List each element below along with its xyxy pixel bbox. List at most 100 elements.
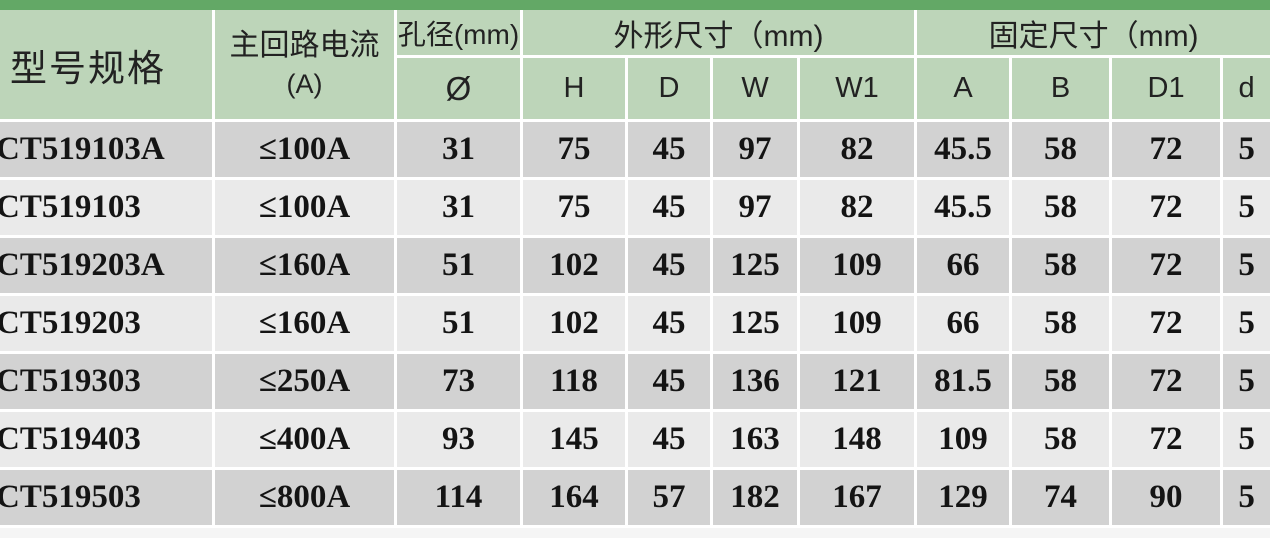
- value-cell: 58: [1012, 122, 1113, 180]
- value-cell: 167: [800, 470, 918, 528]
- spec-table-body: CT519103A ≤100A 31 75 45 97 82 45.5 58 72 5 CT51910…: [0, 122, 1270, 528]
- table-row: CT519303 ≤250A 73 118 45 136 121 81.5 58 72 5: [0, 354, 1270, 412]
- table-row: CT519203A ≤160A 51 102 45 125 109 66 58 72 5: [0, 238, 1270, 296]
- value-cell: 109: [800, 238, 918, 296]
- value-cell: 97: [713, 180, 800, 238]
- value-cell: 136: [713, 354, 800, 412]
- value-cell: 145: [523, 412, 628, 470]
- top-green-bar: [0, 0, 1270, 10]
- value-cell: 58: [1012, 180, 1113, 238]
- bottom-strip: [0, 528, 1270, 538]
- header-diameter-symbol: Ø: [397, 58, 523, 122]
- value-cell: 129: [917, 470, 1013, 528]
- value-cell: 82: [800, 180, 918, 238]
- value-cell: 163: [713, 412, 800, 470]
- model-cell: CT519403: [0, 412, 215, 470]
- value-cell: 58: [1012, 296, 1113, 354]
- model-cell: CT519303: [0, 354, 215, 412]
- value-cell: 109: [800, 296, 918, 354]
- value-cell: 81.5: [917, 354, 1013, 412]
- value-cell: 5: [1223, 180, 1270, 238]
- value-cell: 125: [713, 238, 800, 296]
- value-cell: 45: [628, 412, 713, 470]
- header-col-A: A: [917, 58, 1013, 122]
- header-col-B: B: [1012, 58, 1113, 122]
- value-cell: 72: [1112, 412, 1224, 470]
- value-cell: 125: [713, 296, 800, 354]
- value-cell: 31: [397, 180, 523, 238]
- value-cell: 45.5: [917, 122, 1013, 180]
- value-cell: 66: [917, 296, 1013, 354]
- header-model-column: 型号规格: [0, 10, 215, 122]
- value-cell: 45: [628, 296, 713, 354]
- header-col-D: D: [628, 58, 713, 122]
- value-cell: 148: [800, 412, 918, 470]
- table-row: CT519203 ≤160A 51 102 45 125 109 66 58 72 5: [0, 296, 1270, 354]
- header-current-line1: 主回路电流: [229, 29, 380, 62]
- value-cell: 93: [397, 412, 523, 470]
- current-cell: ≤800A: [215, 470, 397, 528]
- table-row: CT519103 ≤100A 31 75 45 97 82 45.5 58 72 5: [0, 180, 1270, 238]
- value-cell: 31: [397, 122, 523, 180]
- value-cell: 72: [1112, 238, 1224, 296]
- current-cell: ≤160A: [215, 296, 397, 354]
- value-cell: 75: [523, 180, 628, 238]
- current-cell: ≤250A: [215, 354, 397, 412]
- value-cell: 5: [1223, 238, 1270, 296]
- model-cell: CT519103A: [0, 122, 215, 180]
- value-cell: 74: [1012, 470, 1113, 528]
- value-cell: 57: [628, 470, 713, 528]
- value-cell: 58: [1012, 354, 1113, 412]
- value-cell: 118: [523, 354, 628, 412]
- model-cell: CT519503: [0, 470, 215, 528]
- value-cell: 45: [628, 122, 713, 180]
- value-cell: 5: [1223, 354, 1270, 412]
- value-cell: 45.5: [917, 180, 1013, 238]
- value-cell: 182: [713, 470, 800, 528]
- value-cell: 72: [1112, 180, 1224, 238]
- value-cell: 75: [523, 122, 628, 180]
- header-fixing-group: 固定尺寸（mm): [917, 10, 1270, 58]
- value-cell: 5: [1223, 122, 1270, 180]
- value-cell: 102: [523, 238, 628, 296]
- value-cell: 58: [1012, 238, 1113, 296]
- header-row-groups: 型号规格 主回路电流 (A) 孔径(mm) 外形尺寸（mm) 固定尺寸（mm): [0, 10, 1270, 122]
- header-outline-group: 外形尺寸（mm): [523, 10, 918, 58]
- spec-table: 型号规格 主回路电流 (A) 孔径(mm) 外形尺寸（mm) 固定尺寸（mm) Ø…: [0, 10, 1270, 528]
- value-cell: 51: [397, 296, 523, 354]
- value-cell: 5: [1223, 470, 1270, 528]
- current-cell: ≤100A: [215, 180, 397, 238]
- header-col-d: d: [1223, 58, 1270, 122]
- value-cell: 114: [397, 470, 523, 528]
- spec-table-header: 型号规格 主回路电流 (A) 孔径(mm) 外形尺寸（mm) 固定尺寸（mm) Ø…: [0, 10, 1270, 122]
- header-col-D1: D1: [1112, 58, 1224, 122]
- model-cell: CT519203A: [0, 238, 215, 296]
- value-cell: 72: [1112, 296, 1224, 354]
- model-cell: CT519203: [0, 296, 215, 354]
- value-cell: 121: [800, 354, 918, 412]
- table-row: CT519503 ≤800A 114 164 57 182 167 129 74 90 5: [0, 470, 1270, 528]
- header-current-unit: (A): [286, 68, 323, 99]
- current-cell: ≤100A: [215, 122, 397, 180]
- value-cell: 45: [628, 180, 713, 238]
- header-col-W1: W1: [800, 58, 918, 122]
- header-current-column: 主回路电流 (A): [215, 10, 397, 122]
- value-cell: 82: [800, 122, 918, 180]
- value-cell: 109: [917, 412, 1013, 470]
- value-cell: 73: [397, 354, 523, 412]
- value-cell: 66: [917, 238, 1013, 296]
- value-cell: 90: [1112, 470, 1224, 528]
- value-cell: 164: [523, 470, 628, 528]
- value-cell: 72: [1112, 122, 1224, 180]
- value-cell: 97: [713, 122, 800, 180]
- model-cell: CT519103: [0, 180, 215, 238]
- value-cell: 51: [397, 238, 523, 296]
- table-row: CT519403 ≤400A 93 145 45 163 148 109 58 72 5: [0, 412, 1270, 470]
- current-cell: ≤160A: [215, 238, 397, 296]
- value-cell: 45: [628, 354, 713, 412]
- value-cell: 5: [1223, 412, 1270, 470]
- header-col-W: W: [713, 58, 800, 122]
- value-cell: 72: [1112, 354, 1224, 412]
- current-cell: ≤400A: [215, 412, 397, 470]
- header-row-subcolumns: Ø H D W W1 A B D1 d: [0, 58, 1270, 122]
